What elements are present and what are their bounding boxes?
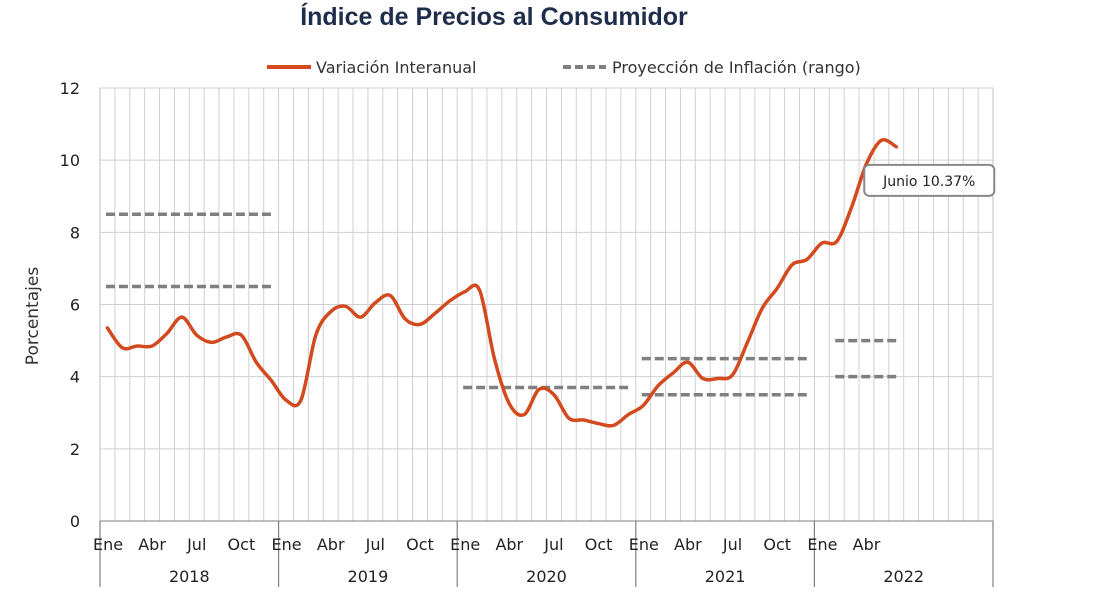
y-tick-label: 10 xyxy=(60,151,80,170)
legend-label-proyeccion: Proyección de Inflación (rango) xyxy=(612,58,861,77)
month-tick-label: Oct xyxy=(228,535,256,554)
month-tick-label: Jul xyxy=(186,535,206,554)
y-tick-label: 6 xyxy=(70,296,80,315)
y-tick-label: 12 xyxy=(60,79,80,98)
month-tick-label: Jul xyxy=(543,535,563,554)
callout-label: Junio 10.37% xyxy=(882,174,975,190)
month-tick-label: Oct xyxy=(585,535,613,554)
month-tick-label: Ene xyxy=(272,535,302,554)
month-tick-label: Abr xyxy=(495,535,523,554)
y-tick-label: 8 xyxy=(70,223,80,242)
month-tick-label: Ene xyxy=(93,535,123,554)
month-tick-label: Ene xyxy=(450,535,480,554)
month-tick-label: Oct xyxy=(763,535,791,554)
month-tick-label: Ene xyxy=(629,535,659,554)
month-tick-label: Jul xyxy=(365,535,385,554)
year-label: 2021 xyxy=(705,567,746,586)
year-label: 2019 xyxy=(348,567,389,586)
grid xyxy=(99,87,994,522)
month-tick-label: Oct xyxy=(406,535,434,554)
y-tick-label: 2 xyxy=(70,440,80,459)
series-line-variacion xyxy=(105,138,899,428)
year-label: 2018 xyxy=(169,567,210,586)
month-tick-label: Abr xyxy=(317,535,345,554)
year-label: 2020 xyxy=(526,567,567,586)
month-tick-label: Abr xyxy=(674,535,702,554)
year-label: 2022 xyxy=(883,567,924,586)
month-tick-label: Abr xyxy=(138,535,166,554)
y-tick-label: 0 xyxy=(70,512,80,531)
y-axis-label: Porcentajes xyxy=(23,267,43,366)
axes: 0 2 4 6 8 10 12 2018 Ene Abr Jul Oct 2019 Ene Abr Jul Oc… xyxy=(60,79,994,587)
callout-box xyxy=(863,163,996,197)
month-tick-label: Abr xyxy=(853,535,881,554)
variacion-series xyxy=(105,138,899,428)
callout: Junio 10.37% xyxy=(863,163,996,197)
y-tick-label: 4 xyxy=(70,368,80,387)
month-tick-label: Jul xyxy=(722,535,742,554)
projection-lines xyxy=(105,212,898,397)
legend-label-variacion: Variación Interanual xyxy=(316,58,476,77)
legend: Variación Interanual Proyección de Infla… xyxy=(267,58,861,77)
chart-title: Índice de Precios al Consumidor xyxy=(300,2,688,31)
month-tick-label: Ene xyxy=(807,535,837,554)
